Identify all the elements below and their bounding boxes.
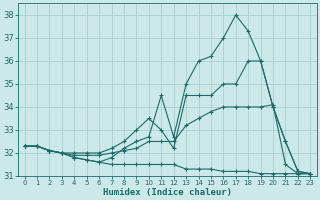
X-axis label: Humidex (Indice chaleur): Humidex (Indice chaleur)	[103, 188, 232, 197]
